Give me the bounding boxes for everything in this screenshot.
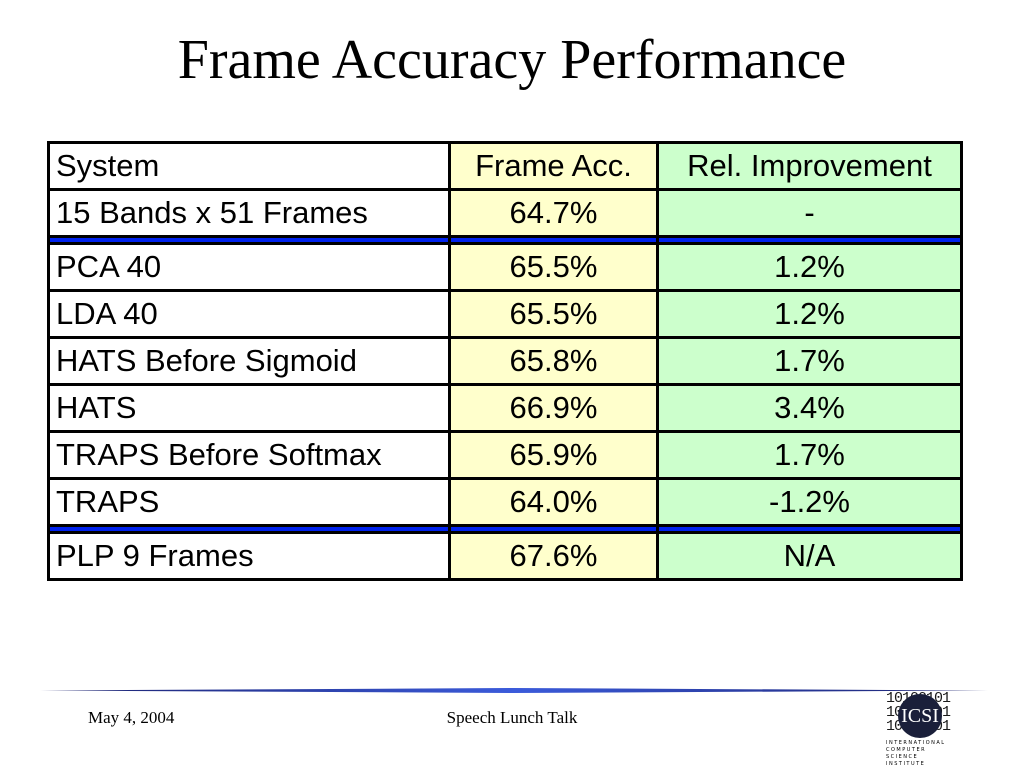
reference-frame-acc: 67.6% [448,531,659,581]
logo-emblem: ICSI [898,694,942,738]
separator-bar [47,235,963,245]
row-system: HATS Before Sigmoid [47,336,451,386]
baseline-frame-acc: 64.7% [448,188,659,238]
row-system: TRAPS [47,477,451,527]
row-rel-improvement: 3.4% [656,383,963,433]
table-row: TRAPS 64.0% -1.2% [47,477,963,527]
row-frame-acc: 65.8% [448,336,659,386]
row-rel-improvement: 1.7% [656,430,963,480]
row-rel-improvement: 1.2% [656,242,963,292]
reference-rel-improvement: N/A [656,531,963,581]
baseline-system: 15 Bands x 51 Frames [47,188,451,238]
row-rel-improvement: -1.2% [656,477,963,527]
row-system: HATS [47,383,451,433]
table-row: PCA 40 65.5% 1.2% [47,242,963,292]
row-frame-acc: 65.5% [448,289,659,339]
reference-row: PLP 9 Frames 67.6% N/A [47,531,963,581]
row-system: PCA 40 [47,242,451,292]
header-frame-acc: Frame Acc. [448,141,659,191]
icsi-logo: 10100101 10100101 10100101 ICSI INTERNAT… [882,691,972,767]
row-frame-acc: 64.0% [448,477,659,527]
separator-bar [47,524,963,534]
frame-accuracy-table: System Frame Acc. Rel. Improvement 15 Ba… [47,141,963,581]
footer-date: May 4, 2004 [88,708,175,727]
logo-caption: INTERNATIONAL COMPUTER SCIENCE INSTITUTE [886,740,946,767]
header-rel-improvement: Rel. Improvement [656,141,963,191]
table-row: HATS 66.9% 3.4% [47,383,963,433]
table-row: HATS Before Sigmoid 65.8% 1.7% [47,336,963,386]
row-rel-improvement: 1.2% [656,289,963,339]
table-header-row: System Frame Acc. Rel. Improvement [47,141,963,191]
row-frame-acc: 65.9% [448,430,659,480]
footer-talk-title: Speech Lunch Talk [446,708,578,727]
row-frame-acc: 65.5% [448,242,659,292]
baseline-row: 15 Bands x 51 Frames 64.7% - [47,188,963,238]
reference-system: PLP 9 Frames [47,531,451,581]
table-row: TRAPS Before Softmax 65.9% 1.7% [47,430,963,480]
header-system: System [47,141,451,191]
slide-title: Frame Accuracy Performance [177,29,847,91]
baseline-rel-improvement: - [656,188,963,238]
row-rel-improvement: 1.7% [656,336,963,386]
row-system: TRAPS Before Softmax [47,430,451,480]
footer-rule [40,688,988,693]
row-frame-acc: 66.9% [448,383,659,433]
table-row: LDA 40 65.5% 1.2% [47,289,963,339]
row-system: LDA 40 [47,289,451,339]
